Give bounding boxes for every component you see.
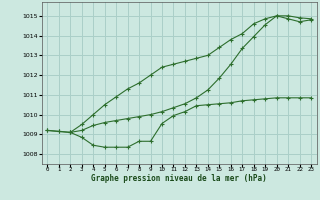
X-axis label: Graphe pression niveau de la mer (hPa): Graphe pression niveau de la mer (hPa) <box>91 174 267 183</box>
